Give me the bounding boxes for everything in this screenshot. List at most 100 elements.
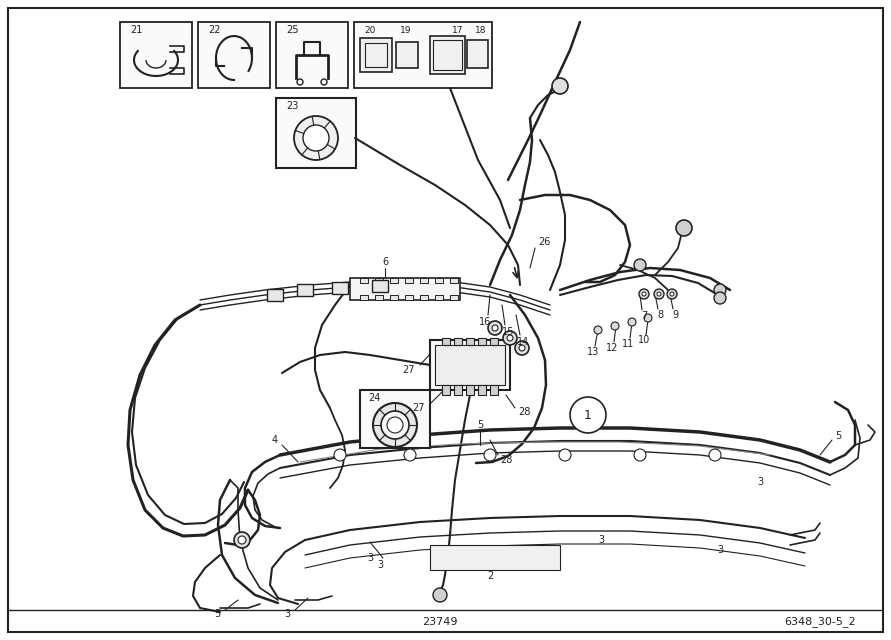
Text: 3: 3	[598, 535, 604, 545]
Circle shape	[321, 79, 327, 85]
Bar	[360, 390, 430, 448]
Text: 14: 14	[517, 337, 529, 347]
Text: 27: 27	[403, 365, 415, 375]
Bar	[454, 385, 462, 395]
Bar	[442, 338, 450, 345]
Text: 28: 28	[500, 455, 512, 465]
Text: 18: 18	[475, 26, 486, 35]
Circle shape	[294, 116, 338, 160]
Bar	[430, 36, 465, 74]
Circle shape	[404, 449, 416, 461]
Circle shape	[667, 289, 677, 299]
Bar	[420, 278, 428, 283]
Text: 3: 3	[284, 609, 290, 619]
Bar	[390, 295, 398, 300]
Text: 23749: 23749	[422, 617, 458, 627]
Bar	[276, 22, 348, 88]
Text: 23: 23	[286, 101, 298, 111]
Text: 3: 3	[717, 545, 723, 555]
Text: 21: 21	[130, 25, 143, 35]
Circle shape	[552, 78, 568, 94]
Circle shape	[488, 321, 502, 335]
Text: 5: 5	[835, 431, 841, 441]
Text: 16: 16	[478, 317, 491, 327]
Text: 2: 2	[486, 571, 493, 581]
Circle shape	[238, 536, 246, 544]
Bar	[435, 278, 443, 283]
Text: 3: 3	[367, 553, 373, 563]
Bar	[435, 345, 505, 385]
Circle shape	[639, 289, 649, 299]
Bar	[467, 40, 488, 68]
Bar	[420, 295, 428, 300]
Circle shape	[234, 532, 250, 548]
Circle shape	[714, 284, 726, 296]
Bar	[430, 340, 510, 390]
Bar	[490, 338, 498, 345]
Circle shape	[334, 449, 346, 461]
Text: 22: 22	[208, 25, 220, 35]
Text: 9: 9	[672, 310, 678, 320]
Text: 27: 27	[413, 403, 425, 413]
Bar	[478, 338, 486, 345]
Circle shape	[381, 411, 409, 439]
Bar	[466, 385, 474, 395]
Bar	[435, 295, 443, 300]
Circle shape	[642, 292, 646, 296]
Bar	[350, 278, 460, 300]
Bar	[372, 280, 388, 292]
Text: 3: 3	[377, 560, 383, 570]
Circle shape	[644, 314, 652, 322]
Text: 5: 5	[214, 609, 220, 619]
Text: 13: 13	[587, 347, 599, 357]
Circle shape	[515, 341, 529, 355]
Bar	[375, 278, 383, 283]
Text: 24: 24	[368, 393, 380, 403]
Circle shape	[657, 292, 661, 296]
Bar	[454, 338, 462, 345]
Circle shape	[484, 449, 496, 461]
Circle shape	[709, 449, 721, 461]
Bar	[405, 278, 413, 283]
Bar	[198, 22, 270, 88]
Bar	[354, 22, 492, 88]
Bar	[466, 338, 474, 345]
Bar	[120, 22, 192, 88]
Circle shape	[611, 322, 619, 330]
Text: 19: 19	[400, 26, 412, 35]
Text: 6: 6	[382, 257, 388, 267]
Text: 8: 8	[657, 310, 663, 320]
Text: 10: 10	[638, 335, 650, 345]
Circle shape	[503, 331, 517, 345]
Bar	[365, 43, 387, 67]
Bar	[360, 295, 368, 300]
Bar	[490, 385, 498, 395]
Bar	[433, 40, 462, 70]
Circle shape	[670, 292, 674, 296]
Circle shape	[570, 397, 606, 433]
Circle shape	[634, 449, 646, 461]
Text: 5: 5	[477, 420, 483, 430]
Circle shape	[507, 335, 513, 341]
Circle shape	[714, 292, 726, 304]
Circle shape	[634, 259, 646, 271]
Bar	[375, 295, 383, 300]
Bar	[332, 282, 348, 294]
Text: 28: 28	[518, 407, 530, 417]
Bar	[396, 42, 418, 68]
Circle shape	[676, 220, 692, 236]
Circle shape	[373, 403, 417, 447]
Circle shape	[654, 289, 664, 299]
Circle shape	[492, 325, 498, 331]
Text: 4: 4	[272, 435, 278, 445]
Bar	[297, 284, 313, 296]
Text: 6348_30-5_2: 6348_30-5_2	[784, 616, 856, 627]
Text: 25: 25	[286, 25, 298, 35]
Bar	[478, 385, 486, 395]
Circle shape	[303, 125, 329, 151]
Circle shape	[433, 588, 447, 602]
Bar	[360, 278, 368, 283]
Circle shape	[519, 345, 525, 351]
Circle shape	[559, 449, 571, 461]
Bar	[450, 295, 458, 300]
